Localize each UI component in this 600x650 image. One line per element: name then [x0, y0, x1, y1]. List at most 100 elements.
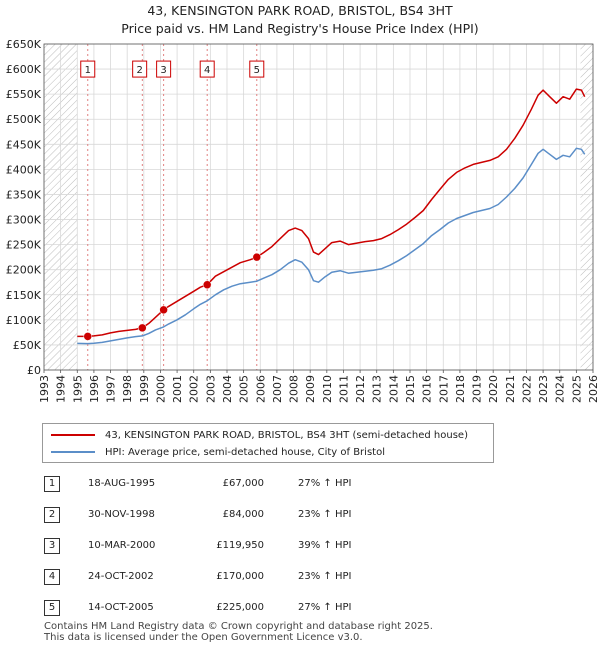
x-tick-label: 2012: [354, 375, 367, 403]
legend-label-property: 43, KENSINGTON PARK ROAD, BRISTOL, BS4 3…: [105, 429, 468, 441]
x-tick-label: 2022: [520, 375, 533, 403]
sale-point: [252, 252, 262, 262]
y-tick-label: £650K: [6, 38, 42, 51]
sale-price: £67,000: [222, 478, 264, 489]
x-tick-label: 2000: [154, 375, 167, 403]
x-tick-label: 2013: [371, 375, 384, 403]
x-tick-label: 2014: [387, 375, 400, 403]
hpi-line: [77, 147, 586, 345]
legend-item-hpi: HPI: Average price, semi-detached house,…: [51, 444, 385, 460]
sale-number-box: [249, 60, 265, 78]
sale-date: 30-NOV-1998: [88, 509, 155, 520]
chart-title: 43, KENSINGTON PARK ROAD, BRISTOL, BS4 3…: [0, 2, 600, 38]
sale-date: 18-AUG-1995: [88, 478, 156, 489]
x-tick-label: 2011: [337, 375, 350, 403]
sale-number-label: 4: [204, 65, 210, 76]
x-tick-label: 2018: [454, 375, 467, 403]
sale-number: 3: [44, 538, 60, 554]
x-tick-label: 2003: [204, 375, 217, 403]
y-tick-label: £150K: [6, 289, 42, 302]
sale-number-box: [156, 60, 172, 78]
plot-frame: [43, 43, 594, 371]
sale-number: 2: [44, 507, 60, 523]
sale-number-labels: 1 2 3 4 5: [80, 60, 265, 78]
y-tick-label: £250K: [6, 239, 42, 252]
y-tick-label: £100K: [6, 314, 42, 327]
y-tick-label: £350K: [6, 188, 42, 201]
x-tick-label: 1993: [38, 375, 51, 403]
sale-number-label: 5: [254, 65, 260, 76]
sale-price: £119,950: [216, 540, 264, 551]
x-tick-label: 2009: [304, 375, 317, 403]
table-row: 3 10-MAR-2000 £119,950 39% ↑ HPI: [44, 536, 564, 556]
sale-hpi-diff: 27% ↑ HPI: [298, 478, 352, 489]
x-tick-label: 2020: [487, 375, 500, 403]
x-tick-label: 2004: [221, 375, 234, 403]
legend-swatch-red: [51, 434, 95, 436]
y-tick-label: £400K: [6, 163, 42, 176]
table-row: 1 18-AUG-1995 £67,000 27% ↑ HPI: [44, 474, 564, 494]
x-tick-label: 2025: [570, 375, 583, 403]
sale-date: 10-MAR-2000: [88, 540, 156, 551]
x-tick-label: 2005: [238, 375, 251, 403]
table-row: 5 14-OCT-2005 £225,000 27% ↑ HPI: [44, 598, 564, 618]
footer-licence: This data is licensed under the Open Gov…: [44, 632, 363, 643]
sale-date: 14-OCT-2005: [88, 602, 154, 613]
x-tick-label: 2010: [321, 375, 334, 403]
y-tick-label: £200K: [6, 264, 42, 277]
sale-number-label: 2: [136, 65, 142, 76]
sale-point: [159, 305, 168, 315]
sale-points: [83, 252, 262, 341]
sale-date: 24-OCT-2002: [88, 571, 154, 582]
x-tick-label: 2001: [171, 375, 184, 403]
axes: £0 £50K £100K £150K £200K £250K £300K £350K £400…: [6, 38, 600, 403]
x-tick-label: 2026: [587, 375, 600, 403]
x-tick-label: 2024: [554, 375, 567, 403]
footer: Contains HM Land Registry data © Crown c…: [44, 621, 433, 643]
plot-background: [44, 44, 593, 370]
sale-number-box: [80, 60, 96, 78]
y-tick-label: £50K: [13, 339, 42, 352]
sale-hpi-diff: 23% ↑ HPI: [298, 571, 352, 582]
x-tick-label: 1998: [121, 375, 134, 403]
sale-point: [138, 323, 147, 333]
sale-number: 1: [44, 476, 60, 492]
table-row: 4 24-OCT-2002 £170,000 23% ↑ HPI: [44, 567, 564, 587]
sale-point: [83, 332, 93, 341]
table-row: 2 30-NOV-1998 £84,000 23% ↑ HPI: [44, 505, 564, 525]
x-tick-label: 2015: [404, 375, 417, 403]
sale-number-label: 3: [160, 65, 166, 76]
legend-label-hpi: HPI: Average price, semi-detached house,…: [105, 446, 385, 458]
legend: 43, KENSINGTON PARK ROAD, BRISTOL, BS4 3…: [42, 423, 494, 463]
x-tick-label: 1997: [105, 375, 118, 403]
y-tick-label: £600K: [6, 63, 42, 76]
sale-number-box: [199, 60, 215, 78]
price-chart: 1 2 3 4 5 £0 £50K £100K £150K £200K £250K £300K £35…: [6, 38, 600, 403]
y-tick-label: £300K: [6, 214, 42, 227]
x-tick-label: 1996: [88, 375, 101, 403]
x-tick-label: 2023: [537, 375, 550, 403]
sale-number: 5: [44, 600, 60, 616]
legend-item-property: 43, KENSINGTON PARK ROAD, BRISTOL, BS4 3…: [51, 427, 468, 443]
sale-marker-lines: [87, 44, 258, 370]
sale-number-box: [132, 60, 148, 78]
x-tick-label: 2002: [188, 375, 201, 403]
chart-subtitle: Price paid vs. HM Land Registry's House …: [121, 21, 479, 36]
sale-hpi-diff: 23% ↑ HPI: [298, 509, 352, 520]
x-tick-label: 2019: [471, 375, 484, 403]
x-tick-label: 2016: [421, 375, 434, 403]
footer-copyright: Contains HM Land Registry data © Crown c…: [44, 621, 433, 632]
x-tick-label: 2007: [271, 375, 284, 403]
x-tick-label: 2006: [254, 375, 267, 403]
x-tick-label: 1994: [55, 375, 68, 403]
x-tick-label: 1995: [71, 375, 84, 403]
sale-number: 4: [44, 569, 60, 585]
sale-price: £170,000: [216, 571, 264, 582]
x-tick-label: 2017: [437, 375, 450, 403]
sale-price: £84,000: [222, 509, 264, 520]
hatched-region: [580, 44, 593, 370]
sale-price: £225,000: [216, 602, 264, 613]
y-tick-label: £500K: [6, 113, 42, 126]
plot-area: [44, 44, 593, 370]
sale-hpi-diff: 27% ↑ HPI: [298, 602, 352, 613]
